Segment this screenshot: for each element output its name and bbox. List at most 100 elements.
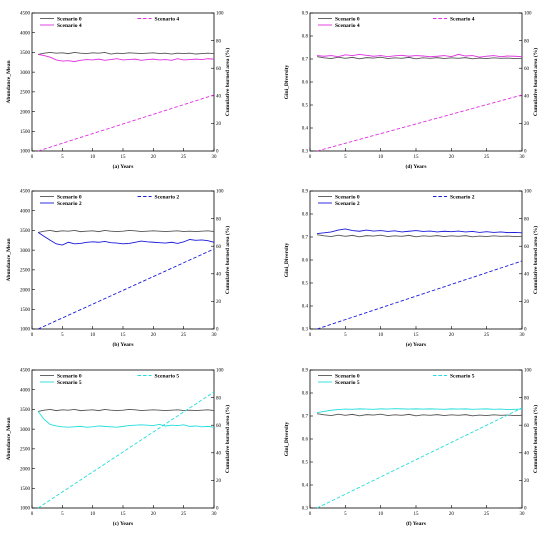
series-line-scenario-0 <box>316 234 523 238</box>
plot-frame <box>31 12 215 152</box>
y2-tick-label: 40 <box>524 452 530 457</box>
y2-tick-label: 60 <box>524 67 530 72</box>
y-tick-label: 0.5 <box>302 461 309 466</box>
x-tick-label: 10 <box>378 333 384 338</box>
x-tick-label: 15 <box>414 155 420 160</box>
y-tick-label: 0.6 <box>302 259 309 264</box>
x-tick-label: 15 <box>121 155 127 160</box>
y-tick-label: 3000 <box>20 249 31 254</box>
y2-tick-label: 20 <box>524 122 530 127</box>
y2-tick-label: 100 <box>524 12 532 17</box>
y-tick-label: 0.7 <box>302 415 309 420</box>
series-line-scenario-4 <box>317 53 523 58</box>
x-tick-label: 20 <box>151 333 157 338</box>
y-axis-label: Abundance_Mean <box>6 238 12 281</box>
x-tick-label: 15 <box>121 333 127 338</box>
y-tick-label: 0.3 <box>302 328 309 333</box>
y2-tick-label: 0 <box>216 328 219 333</box>
series-line-scenario-4-burned-area <box>37 94 215 152</box>
x-tick-label: 10 <box>378 512 384 517</box>
legend-label: Scenario 4 <box>155 16 180 22</box>
y-tick-label: 1500 <box>20 308 31 313</box>
y2-tick-label: 100 <box>216 12 224 17</box>
y2-tick-label: 20 <box>524 479 530 484</box>
y2-tick-label: 60 <box>216 424 222 429</box>
x-tick-label: 15 <box>414 512 420 517</box>
y-tick-label: 2500 <box>20 91 31 96</box>
y-tick-label: 0.4 <box>302 127 309 132</box>
y-tick-label: 2500 <box>20 448 31 453</box>
chart-panel-a: 0 5 10 15 20 25 301000150020002500300035004000… <box>6 12 231 170</box>
y-tick-label: 3500 <box>20 51 31 56</box>
x-tick-label: 25 <box>181 512 187 517</box>
x-tick-label: 30 <box>520 333 526 338</box>
y2-tick-label: 20 <box>216 479 222 484</box>
plot-frame <box>31 369 215 509</box>
y-tick-label: 0.8 <box>302 35 309 40</box>
y-axis-label: Gini_Diversity <box>284 242 290 277</box>
y-tick-label: 4500 <box>20 12 31 17</box>
y-tick-label: 4000 <box>20 388 31 393</box>
x-tick-label: 5 <box>344 512 347 517</box>
y2-axis-label: Cumulative burned area (%) <box>532 405 539 473</box>
y-tick-label: 0.5 <box>302 282 309 287</box>
chart-panel-f: 0 5 10 15 20 25 30 0.3 0.4 0.5 0.6 0.7 0.8 0.9 0 20 40 60… <box>284 369 539 527</box>
x-tick-label: 0 <box>309 155 312 160</box>
y-tick-label: 4000 <box>20 209 31 214</box>
y-axis-label: Abundance_Mean <box>6 60 12 103</box>
y-tick-label: 0.4 <box>302 305 309 310</box>
legend-label: Scenario 5 <box>335 380 360 386</box>
y-tick-label: 0.3 <box>302 507 309 512</box>
y2-tick-label: 80 <box>216 39 222 44</box>
y-tick-label: 0.7 <box>302 58 309 63</box>
panel-caption: (c) Years <box>113 520 133 527</box>
series-line-scenario-5 <box>37 411 215 428</box>
legend-label: Scenario 4 <box>450 16 475 22</box>
panel-caption: (b) Years <box>112 341 133 348</box>
x-tick-label: 30 <box>520 512 526 517</box>
x-tick-label: 5 <box>61 155 64 160</box>
y-tick-label: 1500 <box>20 487 31 492</box>
y2-tick-label: 60 <box>216 67 222 72</box>
x-tick-label: 10 <box>90 512 96 517</box>
x-tick-label: 20 <box>449 512 455 517</box>
y-tick-label: 0.6 <box>302 81 309 86</box>
legend-label: Scenario 5 <box>155 373 180 379</box>
series-line-scenario-0 <box>37 229 215 233</box>
panel-caption: (f) Years <box>406 520 426 527</box>
chart-panel-e: 0 5 10 15 20 25 30 0.3 0.4 0.5 0.6 0.7 0.8 0.9 0 20 40 60… <box>284 190 539 348</box>
y2-axis-label: Cumulative burned area (%) <box>532 226 539 294</box>
y2-tick-label: 100 <box>524 190 532 195</box>
x-tick-label: 0 <box>31 333 34 338</box>
y-tick-label: 1500 <box>20 130 31 135</box>
y-tick-label: 0.9 <box>302 190 309 195</box>
x-tick-label: 15 <box>414 333 420 338</box>
x-tick-label: 5 <box>344 155 347 160</box>
y-axis-label: Gini_Diversity <box>284 64 290 99</box>
x-tick-label: 30 <box>212 333 218 338</box>
y2-tick-label: 20 <box>216 122 222 127</box>
legend-label: Scenario 4 <box>57 23 82 29</box>
y2-tick-label: 20 <box>216 300 222 305</box>
y2-tick-label: 0 <box>524 507 527 512</box>
legend-label: Scenario 2 <box>335 201 360 207</box>
series-line-scenario-2 <box>37 232 215 246</box>
x-tick-label: 30 <box>212 155 218 160</box>
y2-tick-label: 0 <box>524 328 527 333</box>
y-tick-label: 4500 <box>20 190 31 195</box>
y-tick-label: 0.4 <box>302 484 309 489</box>
series-line-scenario-2-burned-area <box>37 248 215 330</box>
y-tick-label: 1000 <box>20 328 31 333</box>
y2-tick-label: 100 <box>216 190 224 195</box>
legend-label: Scenario 0 <box>57 16 82 22</box>
y2-tick-label: 100 <box>524 369 532 374</box>
y2-axis-label: Cumulative burned area (%) <box>224 405 231 473</box>
plot-frame <box>309 12 523 152</box>
y-tick-label: 2500 <box>20 269 31 274</box>
y-tick-label: 0.3 <box>302 150 309 155</box>
y-tick-label: 0.9 <box>302 12 309 17</box>
x-tick-label: 0 <box>309 333 312 338</box>
y2-tick-label: 60 <box>216 245 222 250</box>
series-line-scenario-5 <box>316 408 523 413</box>
legend-label: Scenario 2 <box>450 194 475 200</box>
